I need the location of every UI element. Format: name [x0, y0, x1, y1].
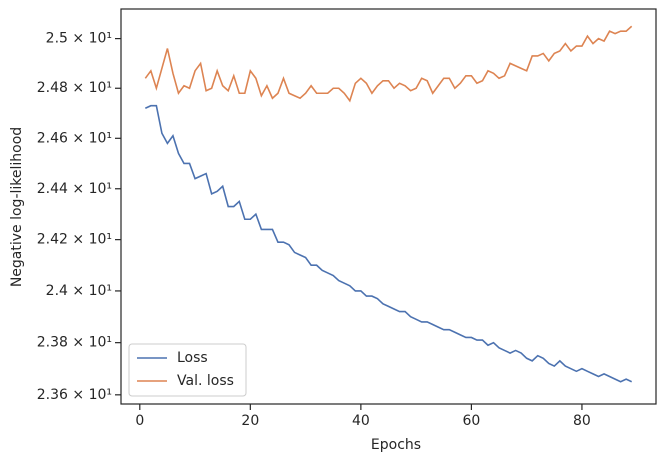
y-axis-label: Negative log-likelihood — [9, 127, 25, 287]
y-tick-label: 2.48 × 10¹ — [37, 80, 112, 96]
legend-label: Loss — [177, 350, 208, 366]
x-tick-label: 0 — [135, 413, 144, 429]
y-tick-label: 2.46 × 10¹ — [37, 130, 112, 146]
x-tick-label: 20 — [241, 413, 259, 429]
y-tick-label: 2.42 × 10¹ — [37, 232, 112, 248]
x-tick-label: 60 — [462, 413, 480, 429]
line-series — [144, 25, 633, 103]
y-tick-label: 2.5 × 10¹ — [46, 31, 112, 47]
y-tick-label: 2.36 × 10¹ — [37, 387, 112, 403]
x-tick-label: 80 — [573, 413, 591, 429]
x-tick-label: 40 — [352, 413, 370, 429]
y-tick-label: 2.38 × 10¹ — [37, 335, 112, 351]
legend-box — [128, 343, 247, 397]
y-tick-label: 2.4 × 10¹ — [46, 283, 112, 299]
legend-label: Val. loss — [177, 373, 234, 389]
line-series — [144, 104, 633, 383]
y-tick-label: 2.44 × 10¹ — [37, 181, 112, 197]
plot-frame — [120, 8, 657, 405]
x-axis-label: Epochs — [371, 437, 421, 453]
